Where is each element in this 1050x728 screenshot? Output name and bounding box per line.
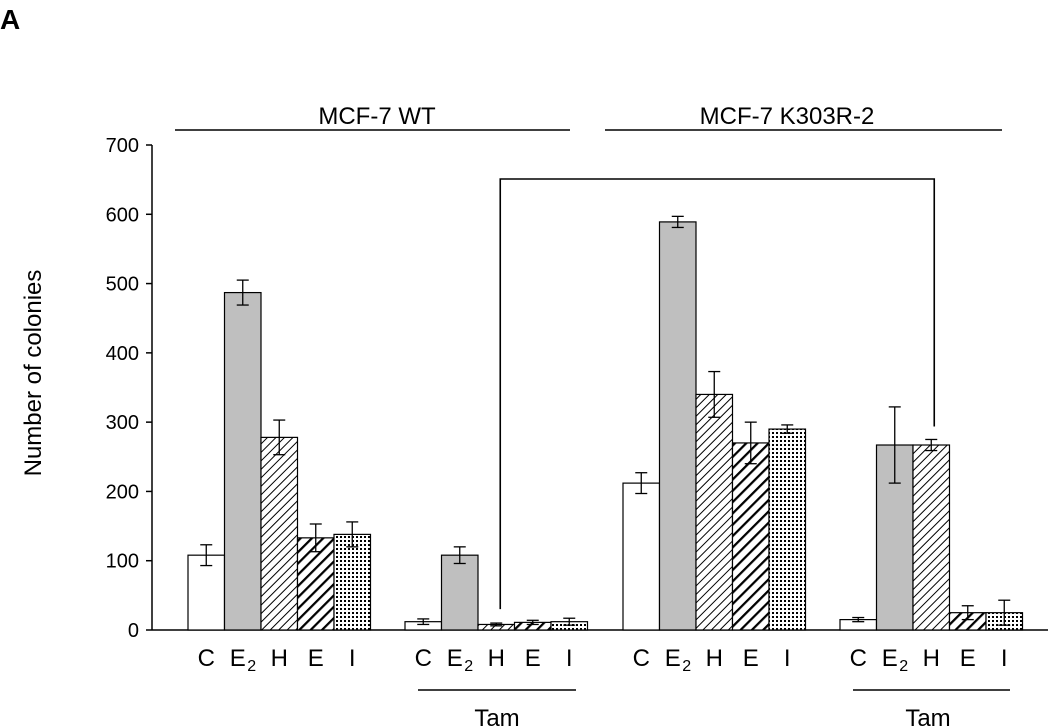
x-category-label: H: [488, 645, 505, 672]
bar: [875, 444, 914, 631]
bar: [187, 554, 226, 631]
x-category-label: H: [706, 645, 723, 672]
bar: [440, 554, 479, 631]
x-category-label: E: [230, 645, 246, 672]
comparison-bracket: [499, 178, 936, 610]
x-category-label: E: [960, 645, 976, 672]
cell-line-label: MCF-7 WT: [318, 103, 436, 130]
bar: [622, 482, 661, 631]
y-tick-label: 500: [106, 274, 139, 296]
x-category-label: H: [923, 645, 940, 672]
x-category-label: E: [447, 645, 463, 672]
bar: [658, 221, 697, 631]
treatment-label: Tam: [905, 705, 950, 728]
y-tick-label: 600: [106, 204, 139, 226]
x-category-label: I: [1001, 645, 1008, 672]
x-category-label: C: [415, 645, 432, 672]
x-category-subscript: 2: [247, 658, 256, 675]
cell-line-label: MCF-7 K303R-2: [700, 103, 875, 130]
y-tick-label: 0: [128, 620, 139, 642]
bar: [333, 533, 372, 631]
y-tick-label: 200: [106, 481, 139, 503]
bars: [187, 215, 1024, 631]
panel-label: A: [0, 4, 21, 35]
x-category-label: E: [665, 645, 681, 672]
y-axis-label: Number of colonies: [20, 270, 47, 477]
x-category-label: C: [850, 645, 867, 672]
y-tick-label: 700: [106, 135, 139, 157]
y-tick-label: 300: [106, 412, 139, 434]
x-category-label: I: [566, 645, 573, 672]
x-category-subscript: 2: [899, 658, 908, 675]
x-category-label: E: [308, 645, 324, 672]
x-category-label: E: [882, 645, 898, 672]
bar: [912, 444, 951, 631]
x-category-label: H: [271, 645, 288, 672]
bar: [695, 393, 734, 631]
y-tick-label: 100: [106, 551, 139, 573]
axes: 0 100 200 300 400 500 600 700: [106, 135, 1048, 642]
x-category-label: E: [525, 645, 541, 672]
x-category-label: E: [743, 645, 759, 672]
x-category-label: C: [633, 645, 650, 672]
x-category-subscript: 2: [682, 658, 691, 675]
x-category-label: I: [349, 645, 356, 672]
bar: [260, 436, 299, 631]
bar: [768, 428, 807, 631]
treatment-label: Tam: [474, 705, 519, 728]
y-tick-label: 400: [106, 343, 139, 365]
x-category-label: I: [784, 645, 791, 672]
bar: [223, 291, 262, 631]
x-category-subscript: 2: [464, 658, 473, 675]
x-category-label: C: [198, 645, 215, 672]
bar: [731, 442, 770, 631]
